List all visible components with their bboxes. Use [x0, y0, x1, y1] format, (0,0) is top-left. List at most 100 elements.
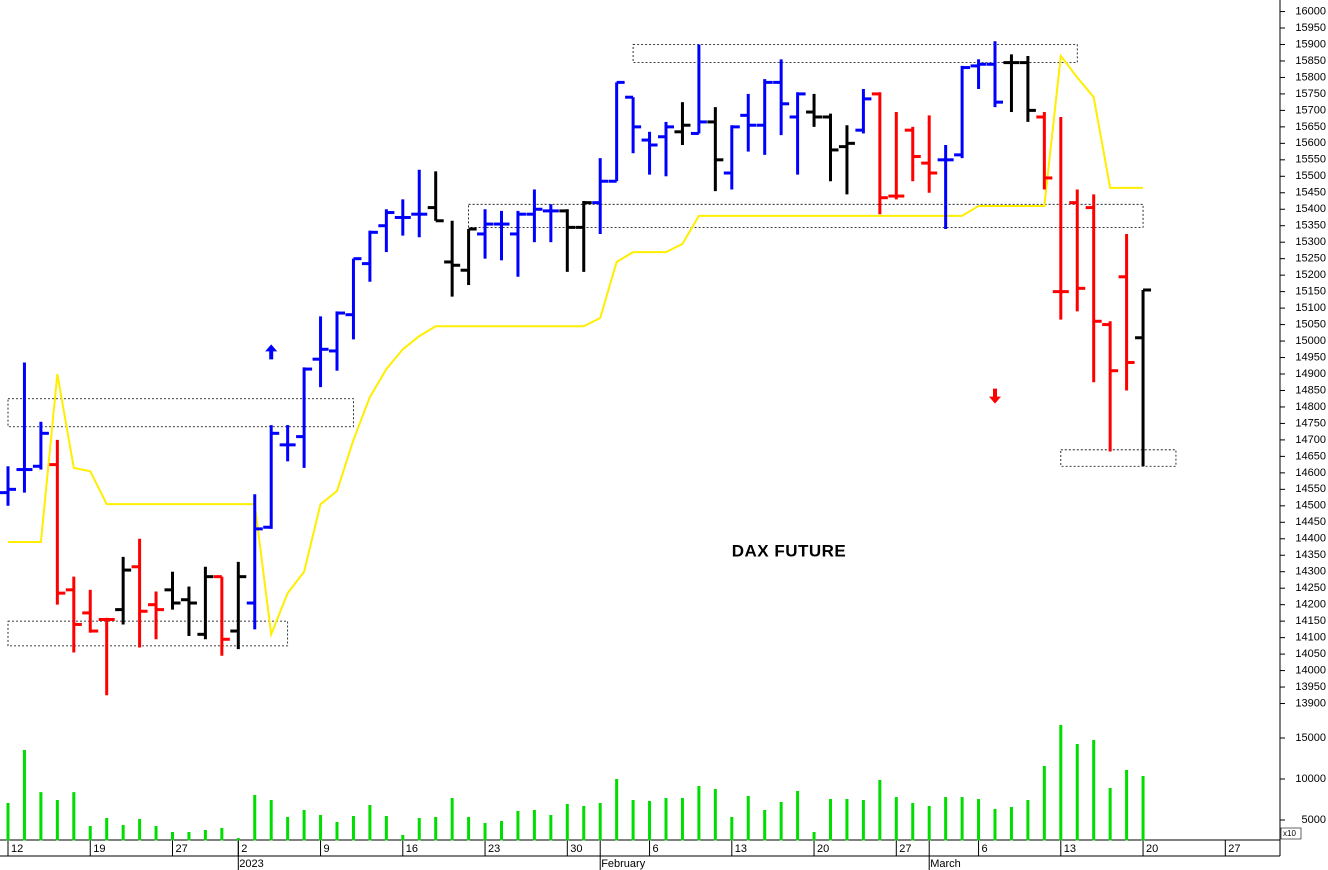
y-tick-label: 15700	[1295, 104, 1326, 116]
range-box	[7, 398, 354, 428]
y-tick-label: 14100	[1295, 632, 1326, 644]
y-tick-label: 14150	[1295, 615, 1326, 627]
range-box	[468, 203, 1144, 228]
x-tick-label: 6	[982, 843, 988, 855]
x-tick-label: 27	[899, 843, 911, 855]
y-tick-label: 13950	[1295, 681, 1326, 693]
y-tick-label: 14400	[1295, 533, 1326, 545]
volume-bar	[532, 809, 536, 841]
volume-bar	[680, 798, 684, 841]
volume-bar	[878, 779, 882, 841]
month-label: February	[601, 858, 646, 870]
volume-bar	[22, 749, 26, 841]
volume-bar	[713, 789, 717, 841]
x-tick-label: 20	[1146, 843, 1158, 855]
volume-bar	[368, 804, 372, 841]
volume-bar	[253, 794, 257, 841]
y-tick-label: 15900	[1295, 38, 1326, 50]
volume-bar	[1108, 788, 1112, 841]
x-tick-label: 19	[93, 843, 105, 855]
y-tick-label: 13900	[1295, 697, 1326, 709]
y-tick-label: 14650	[1295, 450, 1326, 462]
y-tick-label: 15400	[1295, 203, 1326, 215]
volume-bar	[1075, 743, 1079, 841]
y-tick-label: 15350	[1295, 220, 1326, 232]
volume-bar	[977, 799, 981, 841]
volume-bar	[861, 799, 865, 841]
month-label: 2023	[239, 858, 263, 870]
y-tick-label: 15300	[1295, 236, 1326, 248]
volume-bar	[138, 819, 142, 841]
y-tick-label: 16000	[1295, 5, 1326, 17]
volume-bar	[993, 809, 997, 841]
volume-bar	[779, 801, 783, 841]
volume-bar	[648, 800, 652, 841]
volume-bar	[1042, 765, 1046, 841]
x-tick-label: 13	[735, 843, 747, 855]
y-tick-label: 14350	[1295, 549, 1326, 561]
volume-bar	[417, 818, 421, 841]
x-tick-label: 9	[324, 843, 330, 855]
volume-bar	[269, 799, 273, 841]
volume-bar	[730, 816, 734, 841]
y-tick-label: 15600	[1295, 137, 1326, 149]
volume-bar	[154, 825, 158, 841]
y-tick-label: 14950	[1295, 351, 1326, 363]
y-tick-label: 15450	[1295, 187, 1326, 199]
y-tick-label: 14300	[1295, 566, 1326, 578]
month-label: March	[930, 858, 961, 870]
volume-tick-label: 15000	[1295, 732, 1326, 744]
volume-bar	[796, 790, 800, 841]
volume-bar	[746, 795, 750, 841]
y-tick-label: 14700	[1295, 434, 1326, 446]
volume-bar	[894, 797, 898, 841]
volume-bar	[302, 809, 306, 841]
chart-title: DAX FUTURE	[732, 541, 847, 560]
y-tick-label: 14600	[1295, 467, 1326, 479]
volume-bar	[631, 799, 635, 841]
volume-bar	[582, 805, 586, 841]
indicator-line	[8, 53, 1144, 639]
range-box	[7, 620, 289, 647]
volume-bar	[1026, 799, 1030, 841]
volume-bar	[763, 809, 767, 841]
signal-arrow	[989, 388, 1001, 404]
x-tick-label: 12	[11, 843, 23, 855]
volume-bar	[1141, 775, 1145, 841]
volume-bar	[516, 810, 520, 841]
x-tick-label: 20	[817, 843, 829, 855]
y-tick-label: 15950	[1295, 22, 1326, 34]
y-tick-label: 14250	[1295, 582, 1326, 594]
volume-bar	[549, 814, 553, 841]
y-tick-label: 14500	[1295, 500, 1326, 512]
y-tick-label: 15050	[1295, 318, 1326, 330]
y-tick-label: 14750	[1295, 417, 1326, 429]
y-tick-label: 15500	[1295, 170, 1326, 182]
volume-bar	[351, 815, 355, 841]
volume-bar	[829, 799, 832, 841]
y-tick-label: 14800	[1295, 401, 1326, 413]
volume-bar	[171, 831, 174, 841]
y-tick-label: 14550	[1295, 483, 1326, 495]
volume-bar	[55, 799, 59, 841]
volume-bar	[1092, 739, 1096, 841]
y-tick-label: 15550	[1295, 154, 1326, 166]
range-box	[632, 44, 1078, 64]
y-tick-label: 15000	[1295, 335, 1326, 347]
volume-bar	[319, 814, 323, 841]
signal-arrow	[265, 344, 278, 360]
y-tick-label: 14200	[1295, 599, 1326, 611]
x-tick-label: 27	[176, 843, 188, 855]
y-tick-label: 15100	[1295, 302, 1326, 314]
volume-tick-label: 5000	[1302, 814, 1326, 826]
y-tick-label: 14900	[1295, 368, 1326, 380]
volume-bar	[697, 785, 701, 841]
volume-unit-label: x10	[1283, 829, 1296, 838]
x-tick-label: 16	[406, 843, 418, 855]
volume-bar	[39, 792, 43, 841]
volume-bar	[1009, 806, 1013, 841]
volume-bar	[1059, 724, 1063, 841]
volume-bar	[615, 779, 619, 841]
volume-bar	[500, 820, 503, 841]
